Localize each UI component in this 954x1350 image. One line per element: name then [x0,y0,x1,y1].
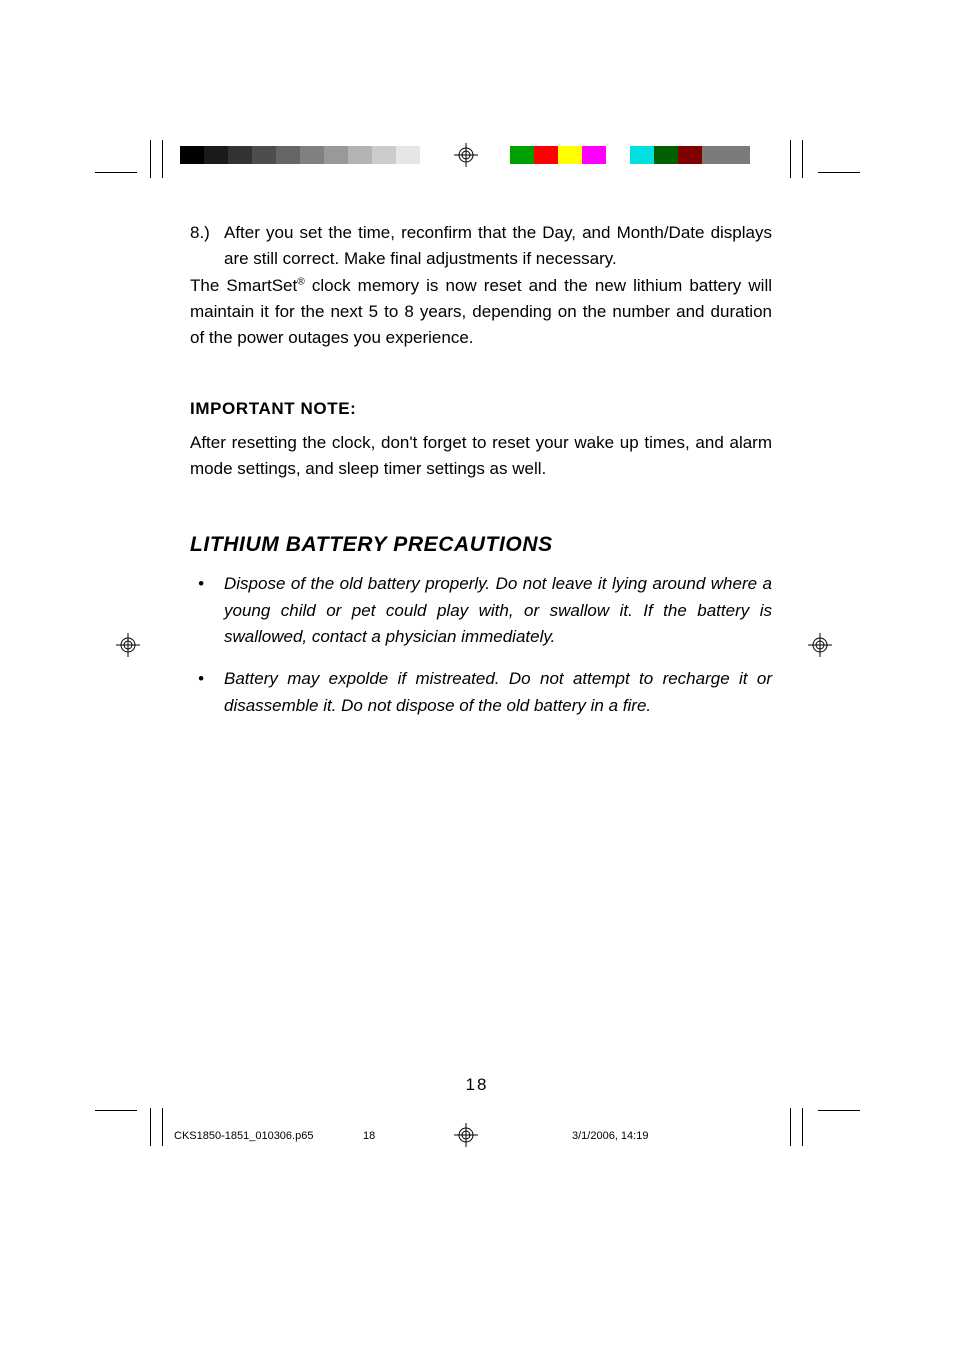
footer-page: 18 [363,1130,375,1142]
page-content: 8.) After you set the time, reconfirm th… [190,220,772,735]
registration-mark-icon [454,1123,478,1147]
smartset-paragraph: The SmartSet® clock memory is now reset … [190,273,772,352]
crop-mark [95,172,137,173]
step-8: 8.) After you set the time, reconfirm th… [190,220,772,273]
important-note-text: After resetting the clock, don't forget … [190,430,772,483]
color-swatch [558,146,582,164]
color-swatch [300,146,324,164]
registration-mark-icon [454,143,478,167]
color-bar [510,146,750,164]
registration-mark-icon [116,633,140,657]
color-swatch [654,146,678,164]
precautions-heading: LITHIUM BATTERY PRECAUTIONS [190,529,772,562]
color-swatch [252,146,276,164]
crop-mark [162,1108,163,1146]
registered-symbol: ® [297,276,305,287]
color-swatch [276,146,300,164]
crop-mark [162,140,163,178]
color-swatch [606,146,630,164]
bullet-icon: • [190,666,224,719]
grayscale-bar [180,146,420,164]
crop-mark [802,1108,803,1146]
color-swatch [204,146,228,164]
step-text: After you set the time, reconfirm that t… [224,220,772,273]
document-page: 8.) After you set the time, reconfirm th… [0,0,954,1350]
list-item: •Dispose of the old battery properly. Do… [190,571,772,650]
crop-mark [150,1108,151,1146]
footer-date: 3/1/2006, 14:19 [572,1130,648,1142]
color-swatch [678,146,702,164]
crop-mark [818,172,860,173]
precaution-text: Battery may expolde if mistreated. Do no… [224,666,772,719]
color-swatch [324,146,348,164]
important-note-heading: IMPORTANT NOTE: [190,396,772,422]
registration-mark-icon [808,633,832,657]
color-swatch [534,146,558,164]
list-item: •Battery may expolde if mistreated. Do n… [190,666,772,719]
precaution-text: Dispose of the old battery properly. Do … [224,571,772,650]
crop-mark [790,140,791,178]
color-swatch [726,146,750,164]
color-swatch [228,146,252,164]
bullet-icon: • [190,571,224,650]
crop-mark [95,1110,137,1111]
step-number: 8.) [190,220,224,273]
color-swatch [396,146,420,164]
crop-mark [790,1108,791,1146]
crop-mark [818,1110,860,1111]
crop-mark [150,140,151,178]
color-swatch [630,146,654,164]
color-swatch [348,146,372,164]
crop-mark [802,140,803,178]
footer-filename: CKS1850-1851_010306.p65 [174,1130,313,1142]
color-swatch [180,146,204,164]
precautions-list: •Dispose of the old battery properly. Do… [190,571,772,719]
text-fragment: The SmartSet [190,276,297,295]
page-number: 18 [0,1075,954,1095]
color-swatch [372,146,396,164]
color-swatch [702,146,726,164]
color-swatch [582,146,606,164]
color-swatch [510,146,534,164]
